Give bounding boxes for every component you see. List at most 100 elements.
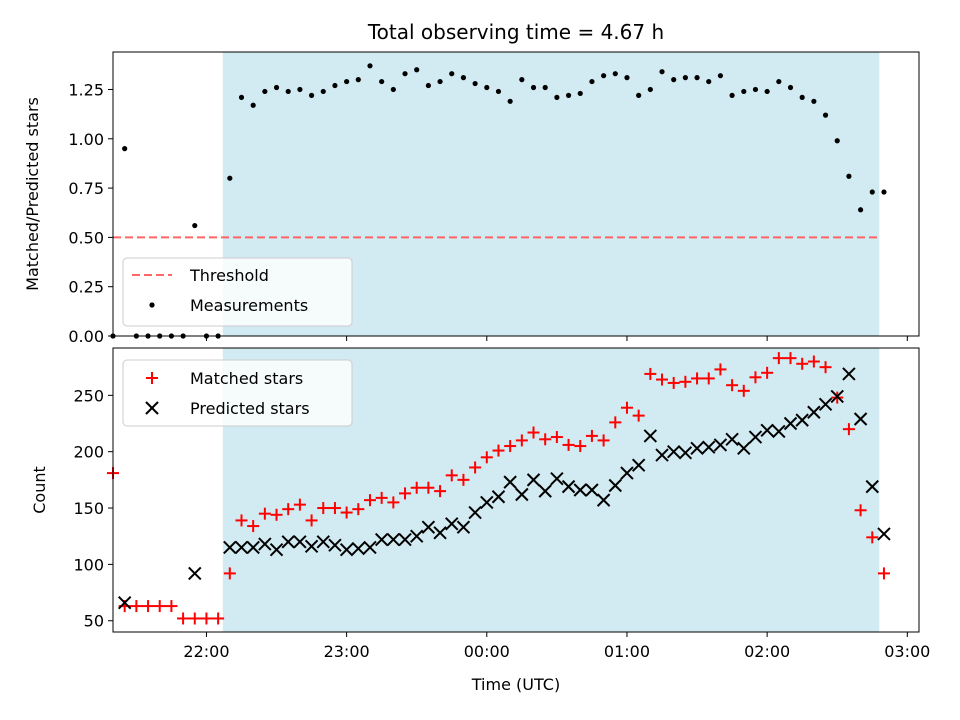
data-point <box>262 88 268 95</box>
data-point <box>682 75 688 81</box>
data-point <box>258 507 271 520</box>
data-point <box>375 491 388 504</box>
data-point <box>702 440 716 454</box>
x-tick-label: 01:00 <box>604 642 650 661</box>
data-point <box>355 77 361 83</box>
data-point <box>752 86 759 93</box>
data-point <box>609 416 622 429</box>
y-tick-label: 250 <box>73 386 104 405</box>
series-matched-stars <box>107 352 890 625</box>
data-point <box>339 543 354 557</box>
series-measurements <box>110 63 887 339</box>
data-point <box>853 412 868 426</box>
data-point <box>258 537 272 551</box>
data-point <box>340 506 353 519</box>
x-tick-label: 22:00 <box>183 642 229 661</box>
data-point <box>799 94 805 100</box>
data-point <box>671 77 677 83</box>
bottom-y-axis-label: Count <box>30 466 49 514</box>
data-point <box>492 444 505 457</box>
data-point <box>519 77 525 83</box>
data-point <box>561 479 576 494</box>
data-point <box>842 367 856 381</box>
data-point <box>468 505 482 520</box>
data-point <box>550 472 564 486</box>
y-tick-label: 50 <box>84 612 104 631</box>
y-tick-label: 0.50 <box>68 228 104 247</box>
data-point <box>425 82 431 89</box>
data-point <box>398 532 412 547</box>
data-point <box>390 86 396 93</box>
data-point <box>729 92 735 98</box>
data-point <box>456 520 471 534</box>
data-point <box>612 71 618 77</box>
data-point <box>842 423 855 436</box>
data-point <box>223 567 236 580</box>
data-point <box>577 90 583 97</box>
data-point <box>713 438 728 452</box>
data-point <box>725 432 739 446</box>
data-point <box>153 600 166 613</box>
data-point <box>631 458 646 472</box>
data-point <box>869 189 875 195</box>
data-point <box>285 88 291 95</box>
data-point <box>644 367 657 380</box>
data-point <box>379 78 385 85</box>
data-point <box>386 532 401 547</box>
data-point <box>530 84 537 91</box>
data-point <box>717 73 724 79</box>
data-point <box>281 535 295 549</box>
data-point <box>655 448 669 462</box>
data-point <box>526 473 541 487</box>
data-point <box>304 539 319 554</box>
top-plot-frame <box>112 51 920 337</box>
data-point <box>574 440 587 453</box>
data-point <box>165 600 178 613</box>
series-predicted-stars <box>117 367 891 610</box>
data-point <box>270 508 283 521</box>
data-point <box>807 405 821 419</box>
predicted-legend-label: Predicted stars <box>190 399 310 418</box>
x-tick-label: 23:00 <box>324 642 370 661</box>
data-point <box>542 84 548 91</box>
data-point <box>515 487 529 502</box>
data-point <box>238 94 245 100</box>
data-point <box>235 514 248 527</box>
data-point <box>491 490 506 504</box>
data-point <box>776 78 782 85</box>
data-point <box>122 146 128 152</box>
data-point <box>399 487 412 500</box>
data-point <box>457 473 470 486</box>
data-point <box>636 92 642 98</box>
data-point <box>460 75 467 81</box>
data-point <box>854 504 867 517</box>
data-point <box>293 535 307 549</box>
predicted-legend-swatch <box>145 401 159 415</box>
data-point <box>726 379 739 392</box>
x-tick-label: 03:00 <box>884 642 930 661</box>
data-point <box>192 222 198 229</box>
data-point <box>402 71 408 77</box>
data-point <box>795 413 809 427</box>
data-point <box>562 438 575 451</box>
data-point <box>507 98 513 104</box>
y-tick-label: 0.25 <box>68 278 104 297</box>
data-point <box>761 366 774 379</box>
data-point <box>620 401 633 414</box>
data-point <box>807 355 820 368</box>
data-point <box>760 423 774 437</box>
chart-title: Total observing time = 4.67 h <box>367 20 664 44</box>
data-point <box>666 444 681 459</box>
data-point <box>589 78 595 85</box>
matched-legend-label: Matched stars <box>190 369 303 388</box>
data-point <box>297 86 303 93</box>
data-point <box>539 433 552 446</box>
data-point <box>332 82 338 89</box>
data-point <box>596 493 611 507</box>
data-point <box>667 376 680 389</box>
data-point <box>702 372 715 385</box>
data-point <box>212 612 225 625</box>
data-point <box>608 478 622 493</box>
data-point <box>690 441 704 456</box>
data-point <box>130 600 143 613</box>
